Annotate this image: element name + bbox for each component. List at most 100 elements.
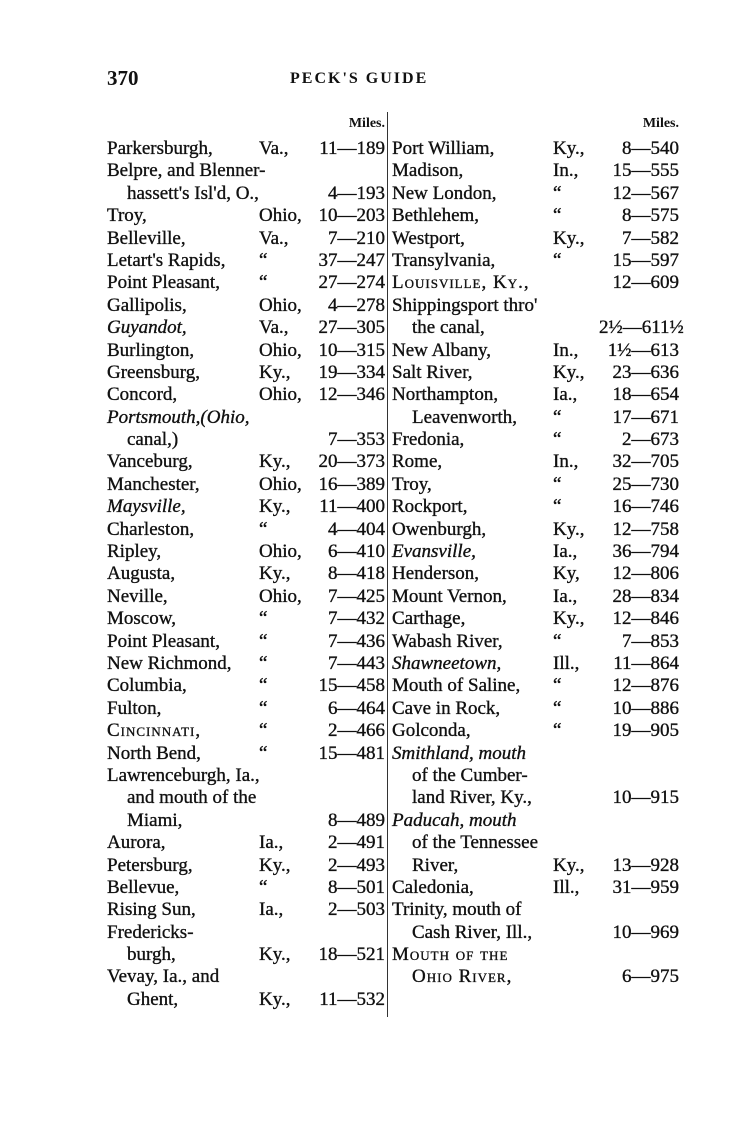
place-name: Cave in Rock, bbox=[392, 697, 501, 719]
place-name: Vevay, Ia., and bbox=[107, 966, 220, 988]
table-row: Mouth of the bbox=[392, 944, 679, 966]
miles: 16—746 bbox=[612, 496, 679, 518]
state: “ bbox=[259, 675, 268, 697]
table-row: Cash River, Ill., 10—969 bbox=[392, 921, 679, 944]
table-row: Shawneetown, Ill., 11—864 bbox=[392, 653, 679, 675]
table-row: Vanceburg, Ky., 20—373 bbox=[107, 451, 385, 473]
state bbox=[553, 317, 599, 339]
place-name: Troy, bbox=[392, 473, 432, 495]
place-name: Belpre, and Blenner- bbox=[107, 160, 266, 182]
table-row: of the Tennessee bbox=[392, 832, 679, 854]
table-row: Leavenworth, “ 17—671 bbox=[392, 407, 679, 429]
state: Ia., bbox=[259, 899, 284, 921]
miles: 7—432 bbox=[328, 608, 385, 630]
page-number: 370 bbox=[107, 66, 139, 90]
miles: 11—189 bbox=[319, 138, 385, 159]
place-name: Fredericks- bbox=[107, 921, 194, 943]
miles: 4—404 bbox=[328, 518, 385, 540]
miles: 2—493 bbox=[328, 854, 385, 876]
column-divider bbox=[387, 112, 388, 1017]
state: Ky., bbox=[553, 518, 585, 540]
miles: 27—274 bbox=[318, 272, 385, 294]
state: Ohio, bbox=[259, 541, 302, 563]
miles: 19—905 bbox=[612, 720, 679, 742]
state: Va., bbox=[259, 317, 289, 339]
state: “ bbox=[553, 205, 562, 227]
miles: 10—315 bbox=[318, 339, 385, 361]
table-row: Louisville, Ky., 12—609 bbox=[392, 272, 679, 294]
table-row: Ghent, Ky., 11—532 bbox=[107, 989, 385, 1011]
place-name: Burlington, bbox=[107, 339, 195, 361]
state bbox=[553, 944, 599, 966]
table-row: Paducah, mouth bbox=[392, 810, 679, 832]
miles: 28—834 bbox=[612, 585, 679, 607]
miles: 2½—611½ bbox=[599, 317, 684, 339]
place-name: Shippingsport thro' bbox=[392, 294, 538, 316]
place-name: Aurora, bbox=[107, 832, 166, 854]
miles: 20—373 bbox=[318, 451, 385, 473]
table-row: North Bend, “ 15—481 bbox=[107, 742, 385, 765]
place-name: Maysville, bbox=[107, 496, 186, 518]
miles: 4—193 bbox=[328, 182, 385, 204]
state bbox=[553, 899, 599, 921]
place-name: Lawrenceburgh, Ia., bbox=[107, 764, 260, 786]
state: Ohio, bbox=[259, 384, 302, 406]
place-name: Mouth of the bbox=[392, 944, 509, 966]
table-row: Concord, Ohio, 12—346 bbox=[107, 384, 385, 406]
miles: 12—346 bbox=[318, 384, 385, 406]
place-name: Ripley, bbox=[107, 541, 162, 563]
table-row: Letart's Rapids, “ 37—247 bbox=[107, 250, 385, 272]
place-name: Port William, bbox=[392, 138, 495, 159]
table-row: Ripley, Ohio, 6—410 bbox=[107, 541, 385, 563]
table-row: Gallipolis, Ohio, 4—278 bbox=[107, 295, 385, 317]
place-name: Miami, bbox=[127, 809, 183, 831]
place-name: Manchester, bbox=[107, 473, 200, 495]
state: “ bbox=[259, 876, 268, 898]
miles-label: Miles. bbox=[642, 116, 679, 131]
place-name: North Bend, bbox=[107, 742, 201, 764]
state: Ky., bbox=[553, 608, 585, 630]
miles: 12—846 bbox=[612, 608, 679, 630]
table-row: Owenburgh, Ky., 12—758 bbox=[392, 518, 679, 541]
miles: 10—203 bbox=[318, 205, 385, 227]
miles bbox=[599, 944, 679, 966]
place-name: Fulton, bbox=[107, 697, 162, 719]
state: Ohio, bbox=[259, 473, 302, 495]
table-row: Evansville, Ia., 36—794 bbox=[392, 541, 679, 563]
place-name: canal,) bbox=[127, 429, 179, 451]
miles bbox=[305, 787, 385, 809]
table-row: Transylvania, “ 15—597 bbox=[392, 250, 679, 272]
state: “ bbox=[259, 608, 268, 630]
table-row: Portsmouth,(Ohio, bbox=[107, 407, 385, 429]
table-row: Point Pleasant, “ 27—274 bbox=[107, 272, 385, 294]
table-row: Belleville, Va., 7—210 bbox=[107, 227, 385, 250]
state: “ bbox=[553, 406, 562, 428]
place-name: Augusta, bbox=[107, 563, 176, 585]
table-row: hassett's Isl'd, O., 4—193 bbox=[107, 183, 385, 205]
place-name: Rockport, bbox=[392, 496, 468, 518]
right-column: Miles. Port William, Ky., 8—540 Madison, In.… bbox=[392, 112, 684, 989]
miles: 12—876 bbox=[612, 675, 679, 697]
miles bbox=[599, 743, 679, 765]
miles: 1½—613 bbox=[607, 339, 680, 361]
state bbox=[260, 765, 306, 787]
miles bbox=[599, 765, 679, 787]
miles: 7—425 bbox=[328, 585, 385, 607]
place-name: and mouth of the bbox=[127, 787, 257, 809]
place-name: New Richmond, bbox=[107, 652, 232, 674]
miles: 31—959 bbox=[612, 876, 679, 898]
miles: 7—582 bbox=[622, 227, 679, 249]
place-name: Ghent, bbox=[127, 988, 179, 1010]
state: Ky, bbox=[553, 563, 580, 585]
miles: 19—334 bbox=[318, 361, 385, 383]
table-row: Northampton, Ia., 18—654 bbox=[392, 384, 679, 406]
miles bbox=[306, 765, 385, 787]
place-name: Bellevue, bbox=[107, 876, 180, 898]
miles: 18—521 bbox=[318, 944, 385, 966]
place-name: Guyandot, bbox=[107, 317, 187, 339]
miles bbox=[599, 295, 679, 317]
miles: 12—609 bbox=[612, 272, 679, 294]
miles: 8—501 bbox=[328, 876, 385, 898]
state: Ky., bbox=[553, 361, 585, 383]
table-row: Smithland, mouth bbox=[392, 742, 679, 765]
